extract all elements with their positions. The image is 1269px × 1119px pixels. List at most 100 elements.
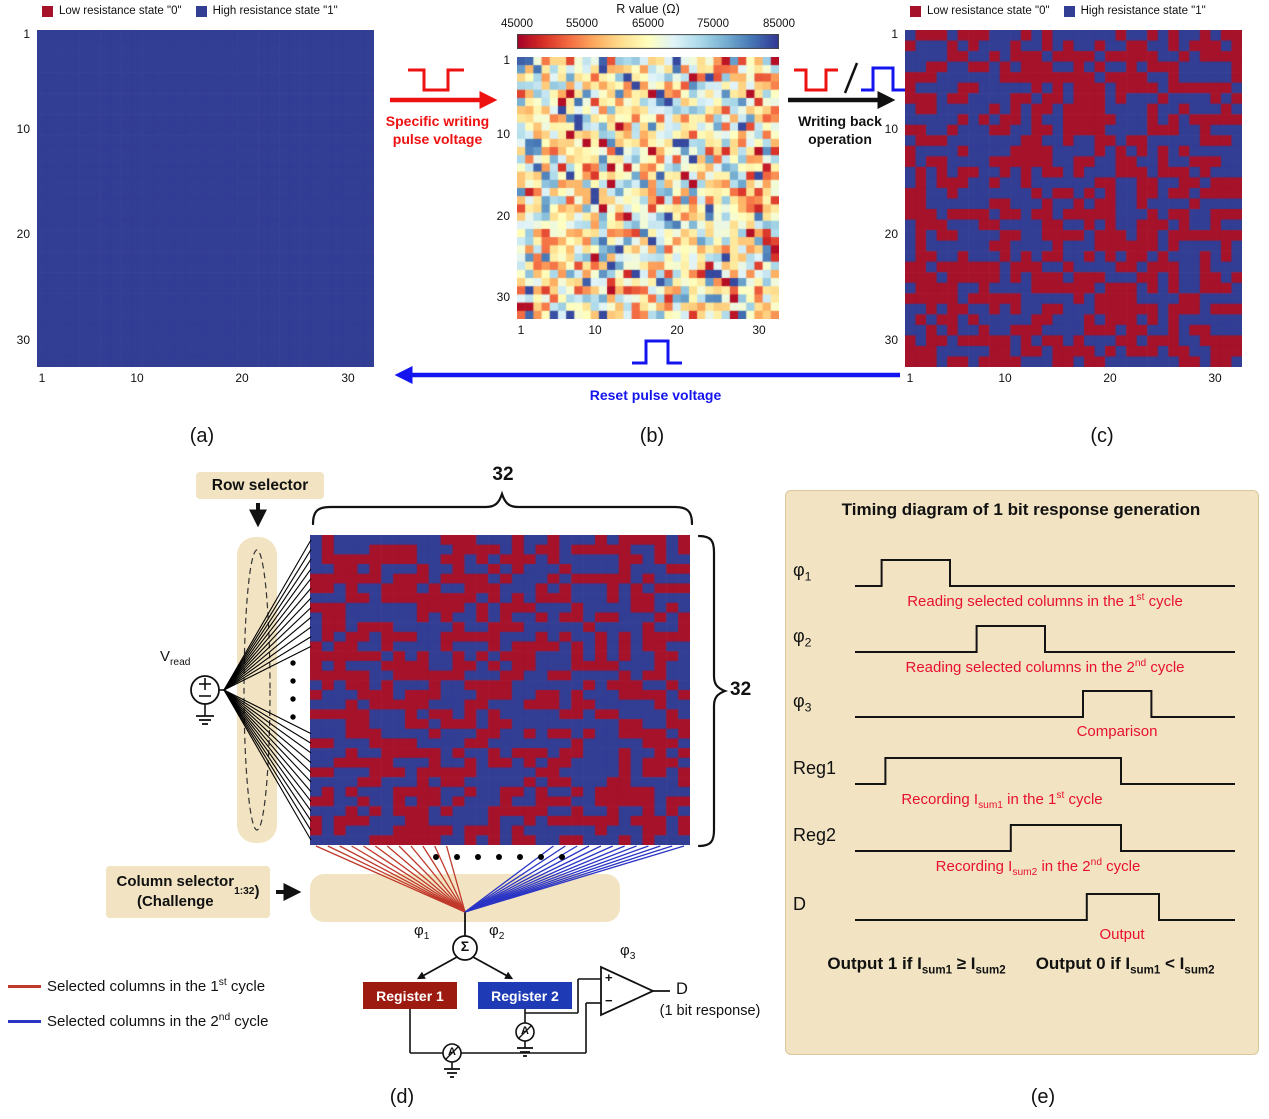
signal-label-reg1: Reg1 — [793, 758, 837, 778]
caption-line: pulse voltage — [392, 131, 483, 148]
x-tick-label: 20 — [1103, 371, 1117, 385]
write-pulse-caption: Specific writing pulse voltage — [370, 112, 505, 148]
ellipsis-dot-icon — [475, 854, 481, 860]
caption-line: Specific writing — [385, 113, 490, 129]
x-tick-label: 30 — [341, 371, 355, 385]
panel-label-b: (b) — [639, 425, 665, 447]
phi2-label: φ2 — [489, 922, 505, 942]
comparator-minus: − — [605, 993, 613, 1008]
signal-label-phi1: φ1 — [793, 560, 812, 584]
annotation-recording-isum1: Recording Isum1 in the 1st cycle — [901, 790, 1103, 811]
y-tick-label: 30 — [16, 333, 30, 347]
y-tick-label: 30 — [496, 290, 510, 304]
colorbar-tick-label: 75000 — [697, 18, 729, 30]
set-pulse-icon — [794, 68, 838, 92]
y-tick-label: 20 — [16, 227, 30, 241]
signal-label-phi2: φ2 — [793, 626, 812, 650]
legend-line-cycle1 — [8, 985, 41, 988]
phi3-label: φ3 — [620, 942, 636, 962]
d-output-label: D — [676, 980, 688, 998]
high-state-swatch — [195, 5, 207, 17]
ellipsis-dot-icon — [290, 678, 296, 684]
output-conditions: Output 1 if Isum1 ≥ Isum2 Output 0 if Is… — [790, 954, 1252, 978]
x-tick-label: 10 — [998, 371, 1012, 385]
low-state-label: Low resistance state "0" — [59, 5, 182, 17]
right-brace — [697, 534, 729, 848]
signal-label-d: D — [793, 894, 806, 914]
annotation-read-cycle1: Reading selected columns in the 1st cycl… — [907, 592, 1183, 610]
voltage-source-icon — [190, 675, 220, 705]
high-state-label: High resistance state "1" — [1080, 5, 1206, 17]
v-read-label: Vread — [160, 648, 191, 668]
ammeter1-label: A — [448, 1046, 456, 1058]
annotation-output: Output — [1099, 926, 1145, 943]
x-tick-label: 30 — [1208, 371, 1222, 385]
y-tick-label: 10 — [496, 127, 510, 141]
write-pulse-icon — [408, 68, 464, 92]
ammeter2-label: A — [521, 1025, 529, 1037]
x-tick-label: 1 — [517, 323, 525, 337]
annotation-read-cycle2: Reading selected columns in the 2nd cycl… — [905, 658, 1185, 676]
ellipsis-dot-icon — [290, 714, 296, 720]
x-tick-label: 20 — [235, 371, 249, 385]
output0-condition: Output 0 if Isum1 < Isum2 — [1035, 954, 1215, 977]
legend-panel-a: Low resistance state "0" High resistance… — [42, 5, 338, 17]
column-selector-block — [310, 874, 620, 922]
x-tick-label: 10 — [130, 371, 144, 385]
legend-cycle2-label: Selected columns in the 2nd cycle — [47, 1012, 269, 1030]
low-state-label: Low resistance state "0" — [927, 5, 1050, 17]
y-tick-label: 20 — [496, 209, 510, 223]
register1-box: Register 1 — [363, 982, 457, 1009]
matrix-written-back — [905, 30, 1242, 367]
write-back-caption: Writing back operation — [780, 112, 900, 148]
y-tick-label: 30 — [884, 333, 898, 347]
ellipsis-dot-icon — [433, 854, 439, 860]
reset-pulse-icon — [632, 339, 682, 365]
row-selector-label: Row selector — [196, 472, 324, 499]
caption-line: operation — [808, 131, 872, 148]
panel-label-e: (e) — [1030, 1086, 1056, 1108]
x-tick-label: 30 — [752, 323, 766, 337]
ellipsis-dot-icon — [290, 660, 296, 666]
x-tick-label: 1 — [38, 371, 46, 385]
timing-title: Timing diagram of 1 bit response generat… — [841, 500, 1201, 519]
colorbar-tick-label: 85000 — [763, 18, 795, 30]
ellipsis-dot-icon — [454, 854, 460, 860]
slash-icon — [843, 62, 859, 94]
sum-to-register1-arrow — [416, 956, 458, 980]
sum-to-register2-arrow — [472, 956, 514, 980]
y-tick-label: 10 — [16, 122, 30, 136]
high-state-label: High resistance state "1" — [212, 5, 338, 17]
high-state-swatch — [1063, 5, 1075, 17]
colorbar — [517, 34, 779, 49]
low-state-swatch — [910, 5, 921, 17]
x-tick-label: 20 — [670, 323, 684, 337]
summation-label: Σ — [460, 938, 470, 954]
signal-label-phi3: φ3 — [793, 691, 812, 715]
row-count-label: 32 — [730, 679, 752, 700]
ellipsis-dot-icon — [496, 854, 502, 860]
colorbar-tick-label: 65000 — [632, 18, 664, 30]
ellipsis-dot-icon — [290, 696, 296, 702]
x-tick-label: 1 — [906, 371, 914, 385]
legend-line-cycle2 — [8, 1020, 41, 1023]
reset-pulse-small-icon — [861, 66, 905, 92]
comparator-plus: + — [605, 970, 613, 985]
colorbar-title: R value (Ω) — [616, 2, 680, 16]
reset-pulse-caption: Reset pulse voltage — [589, 387, 722, 403]
panel-label-a: (a) — [189, 425, 215, 447]
register2-box: Register 2 — [478, 982, 572, 1009]
legend-cycle1-label: Selected columns in the 1st cycle — [47, 977, 266, 995]
panel-label-d: (d) — [389, 1086, 415, 1108]
caption-line: Writing back — [798, 113, 882, 129]
y-tick-label: 10 — [884, 122, 898, 136]
annotation-recording-isum2: Recording Isum2 in the 2nd cycle — [935, 857, 1141, 878]
top-brace — [311, 490, 694, 526]
colorbar-tick-label: 45000 — [501, 18, 533, 30]
row-selector-block — [237, 537, 277, 843]
phi1-label: φ1 — [414, 922, 430, 942]
colorbar-tick-label: 55000 — [566, 18, 598, 30]
y-tick-label: 1 — [23, 27, 30, 41]
matrix-analog-resistance — [517, 57, 779, 319]
signal-label-reg2: Reg2 — [793, 825, 837, 845]
